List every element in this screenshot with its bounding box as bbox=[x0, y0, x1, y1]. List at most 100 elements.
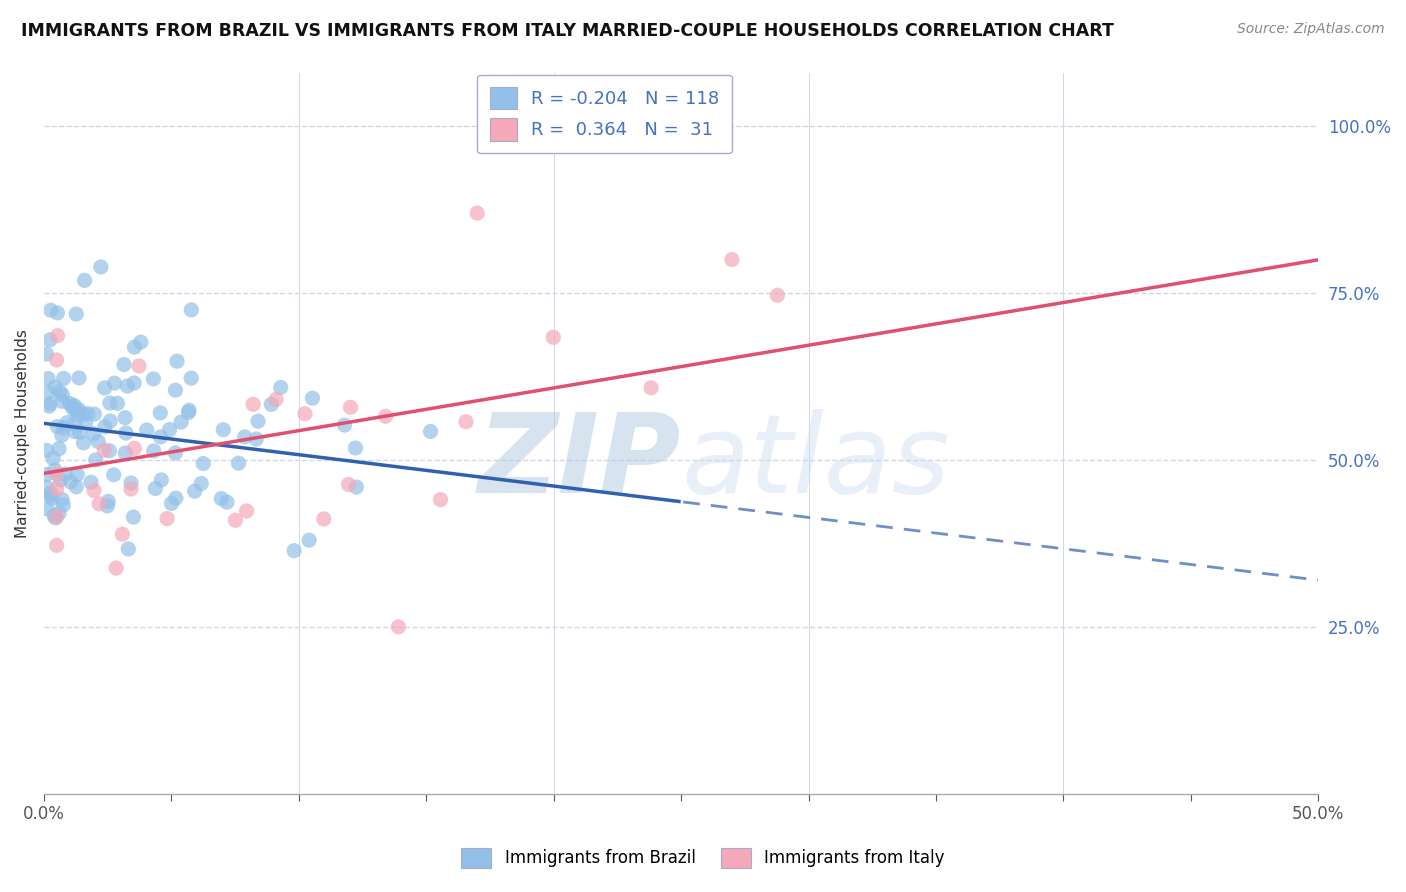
Point bbox=[159, 423, 181, 437]
Point bbox=[128, 359, 150, 373]
Point bbox=[149, 406, 172, 420]
Point bbox=[142, 372, 165, 386]
Point bbox=[76, 407, 98, 421]
Text: ZIP: ZIP bbox=[478, 409, 681, 516]
Point bbox=[337, 477, 360, 491]
Point bbox=[72, 436, 94, 450]
Point bbox=[179, 403, 201, 417]
Point bbox=[228, 456, 250, 470]
Point bbox=[52, 498, 75, 512]
Point bbox=[89, 497, 111, 511]
Point bbox=[264, 392, 287, 407]
Point bbox=[124, 340, 146, 354]
Point bbox=[80, 475, 103, 490]
Point bbox=[419, 425, 441, 439]
Point bbox=[38, 399, 60, 413]
Point bbox=[39, 489, 62, 503]
Point bbox=[149, 430, 172, 444]
Point bbox=[62, 402, 84, 417]
Point bbox=[170, 415, 193, 429]
Point bbox=[75, 416, 97, 430]
Text: Source: ZipAtlas.com: Source: ZipAtlas.com bbox=[1237, 22, 1385, 37]
Point bbox=[260, 397, 283, 411]
Point bbox=[124, 442, 146, 456]
Point bbox=[245, 432, 267, 446]
Point bbox=[73, 273, 96, 287]
Point bbox=[56, 416, 79, 430]
Point bbox=[142, 444, 165, 458]
Point bbox=[242, 397, 264, 411]
Point bbox=[454, 415, 477, 429]
Point bbox=[96, 499, 118, 513]
Point bbox=[49, 473, 72, 487]
Legend: Immigrants from Brazil, Immigrants from Italy: Immigrants from Brazil, Immigrants from … bbox=[454, 841, 952, 875]
Point bbox=[66, 408, 89, 422]
Point bbox=[98, 414, 121, 428]
Point bbox=[90, 260, 112, 274]
Point bbox=[46, 419, 69, 434]
Point bbox=[44, 463, 66, 477]
Point bbox=[105, 396, 128, 410]
Point bbox=[117, 379, 139, 393]
Point bbox=[112, 358, 135, 372]
Point bbox=[283, 543, 305, 558]
Point bbox=[39, 486, 62, 500]
Point bbox=[58, 396, 80, 410]
Point bbox=[72, 407, 94, 421]
Point bbox=[129, 335, 152, 350]
Point bbox=[103, 376, 125, 391]
Point bbox=[114, 410, 136, 425]
Point bbox=[301, 391, 323, 405]
Point bbox=[66, 404, 89, 418]
Point bbox=[63, 417, 86, 431]
Point bbox=[312, 512, 335, 526]
Point bbox=[39, 303, 62, 318]
Point bbox=[84, 453, 107, 467]
Point bbox=[52, 371, 75, 385]
Point bbox=[42, 508, 65, 523]
Point bbox=[52, 421, 75, 435]
Point bbox=[51, 394, 73, 409]
Point bbox=[270, 380, 292, 394]
Point bbox=[103, 467, 125, 482]
Point bbox=[53, 467, 76, 482]
Point bbox=[465, 206, 488, 220]
Point bbox=[640, 381, 662, 395]
Point bbox=[374, 409, 396, 424]
Point bbox=[94, 419, 117, 434]
Point bbox=[83, 426, 105, 441]
Point bbox=[120, 476, 142, 491]
Point bbox=[66, 467, 89, 482]
Point bbox=[183, 484, 205, 499]
Point bbox=[63, 399, 86, 413]
Point bbox=[111, 527, 134, 541]
Point bbox=[69, 425, 91, 440]
Point bbox=[122, 376, 145, 390]
Point bbox=[215, 495, 238, 509]
Point bbox=[387, 620, 409, 634]
Point bbox=[150, 473, 173, 487]
Point bbox=[156, 511, 179, 525]
Point bbox=[65, 480, 87, 494]
Point bbox=[83, 483, 105, 498]
Point bbox=[105, 561, 128, 575]
Point bbox=[45, 538, 67, 552]
Point bbox=[35, 501, 58, 516]
Point bbox=[177, 406, 200, 420]
Point bbox=[294, 407, 316, 421]
Point bbox=[120, 482, 142, 496]
Text: IMMIGRANTS FROM BRAZIL VS IMMIGRANTS FROM ITALY MARRIED-COUPLE HOUSEHOLDS CORREL: IMMIGRANTS FROM BRAZIL VS IMMIGRANTS FRO… bbox=[21, 22, 1114, 40]
Point bbox=[42, 451, 65, 466]
Point bbox=[45, 482, 67, 496]
Point bbox=[333, 418, 356, 433]
Point bbox=[143, 482, 166, 496]
Point bbox=[38, 396, 60, 410]
Point bbox=[67, 402, 90, 417]
Point bbox=[247, 414, 270, 428]
Point bbox=[165, 491, 187, 505]
Point bbox=[98, 396, 121, 410]
Point bbox=[298, 533, 321, 548]
Point bbox=[45, 509, 67, 524]
Point bbox=[97, 494, 120, 508]
Point bbox=[37, 385, 59, 400]
